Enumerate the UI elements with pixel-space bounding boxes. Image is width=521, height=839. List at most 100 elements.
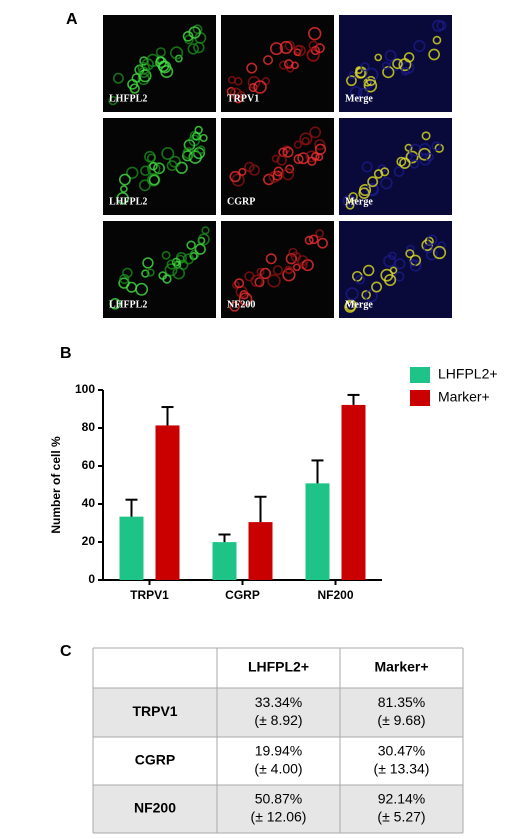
micrograph — [339, 15, 452, 112]
cell — [357, 87, 369, 99]
micrograph — [339, 118, 452, 215]
cell — [349, 86, 363, 99]
cell — [384, 49, 397, 62]
cell — [403, 52, 415, 63]
row-label: TRPV1 — [132, 703, 177, 719]
cell — [237, 90, 246, 100]
table-cell: 30.47% — [378, 743, 425, 759]
cell — [284, 40, 295, 51]
cell — [371, 281, 383, 293]
cell — [393, 166, 405, 177]
micrograph — [339, 221, 452, 318]
cell — [400, 66, 410, 76]
cell — [281, 168, 295, 181]
image-label: LHFPL2 — [109, 299, 147, 310]
cell — [192, 131, 201, 141]
cell — [138, 66, 150, 78]
cell — [362, 264, 375, 277]
cell — [394, 258, 406, 270]
cell — [285, 253, 298, 265]
cell — [155, 56, 167, 69]
cell — [421, 131, 431, 141]
cell — [304, 235, 314, 245]
cell — [282, 268, 296, 282]
cell — [172, 266, 186, 280]
row-bg — [93, 688, 463, 737]
cell — [374, 53, 383, 62]
cell — [146, 268, 155, 277]
cell — [183, 139, 196, 151]
cell — [140, 165, 151, 177]
cell — [271, 154, 280, 163]
cell — [348, 192, 358, 202]
cell — [392, 58, 403, 70]
cell — [360, 62, 370, 72]
cell — [138, 179, 151, 192]
cell — [119, 273, 130, 285]
micrograph — [221, 118, 334, 215]
cell — [116, 192, 129, 205]
cell — [307, 26, 322, 41]
error-bar — [347, 393, 360, 405]
cell — [294, 45, 303, 54]
cell — [229, 301, 240, 312]
cell — [423, 243, 434, 254]
cell — [112, 72, 124, 84]
row-bg — [93, 785, 463, 833]
cell — [384, 273, 397, 287]
cell — [381, 61, 390, 70]
cell — [239, 290, 249, 300]
cell — [426, 234, 438, 245]
cell — [364, 289, 378, 303]
cell — [345, 287, 359, 301]
cell — [354, 67, 366, 79]
cell — [238, 292, 253, 306]
cell — [406, 244, 415, 254]
cell — [155, 47, 166, 58]
error-bar — [161, 406, 174, 426]
cell — [373, 169, 384, 179]
table-cell: (± 8.92) — [254, 712, 302, 728]
cell — [394, 271, 405, 282]
cell — [290, 251, 302, 262]
cell — [344, 301, 356, 313]
row-label: CGRP — [135, 752, 175, 768]
table-cell: (± 4.00) — [254, 761, 302, 777]
x-tick-label: CGRP — [225, 588, 260, 602]
cell — [425, 152, 434, 162]
cell — [166, 160, 178, 171]
cell — [142, 257, 154, 269]
cell — [253, 80, 267, 94]
cell — [345, 75, 357, 87]
cell — [187, 43, 199, 55]
cell — [284, 265, 293, 275]
cell — [432, 245, 447, 260]
cell — [149, 161, 158, 171]
table-cell: 19.94% — [255, 743, 302, 759]
cell — [108, 95, 118, 106]
cell — [363, 78, 378, 93]
cell — [188, 150, 203, 164]
y-axis-label: Number of cell % — [49, 436, 63, 534]
cell — [437, 241, 446, 250]
table-header: Marker+ — [374, 659, 428, 675]
image-label: LHFPL2 — [109, 93, 147, 104]
cell — [269, 42, 284, 56]
cell — [367, 176, 379, 188]
cell — [293, 263, 301, 272]
cell — [234, 278, 245, 289]
cell — [126, 166, 139, 179]
table-cell: 92.14% — [378, 791, 425, 807]
cell — [246, 62, 258, 74]
legend-swatch — [410, 367, 430, 383]
y-tick-label: 0 — [88, 572, 95, 586]
cell — [259, 267, 272, 280]
cell — [314, 139, 326, 151]
cell — [380, 167, 390, 177]
image-label: Merge — [345, 299, 373, 310]
error-bar — [125, 498, 138, 517]
micrograph — [103, 221, 216, 318]
cell — [301, 137, 310, 145]
y-tick-label: 40 — [82, 496, 96, 510]
cell — [399, 157, 411, 169]
